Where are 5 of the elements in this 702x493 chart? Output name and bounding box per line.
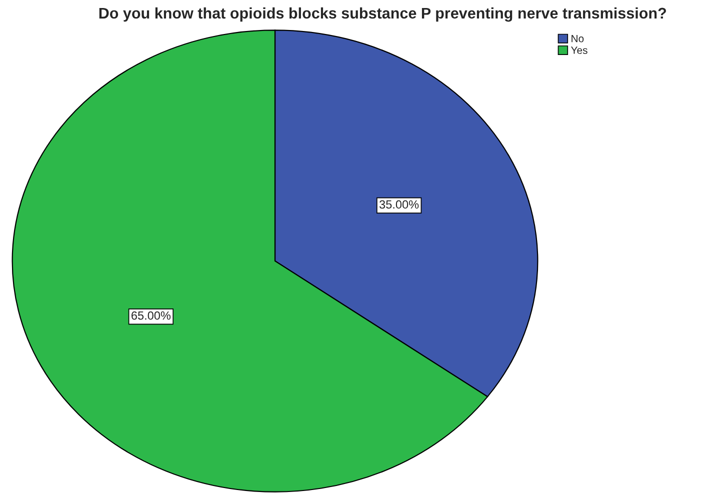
data-label: 35.00% bbox=[379, 200, 419, 209]
legend-label: No bbox=[572, 35, 584, 42]
chart-title: Do you know that opioids blocks substance P preventing nerve transmission? bbox=[99, 7, 666, 22]
data-label: 65.00% bbox=[132, 311, 171, 320]
legend-label: Yes bbox=[570, 46, 588, 54]
